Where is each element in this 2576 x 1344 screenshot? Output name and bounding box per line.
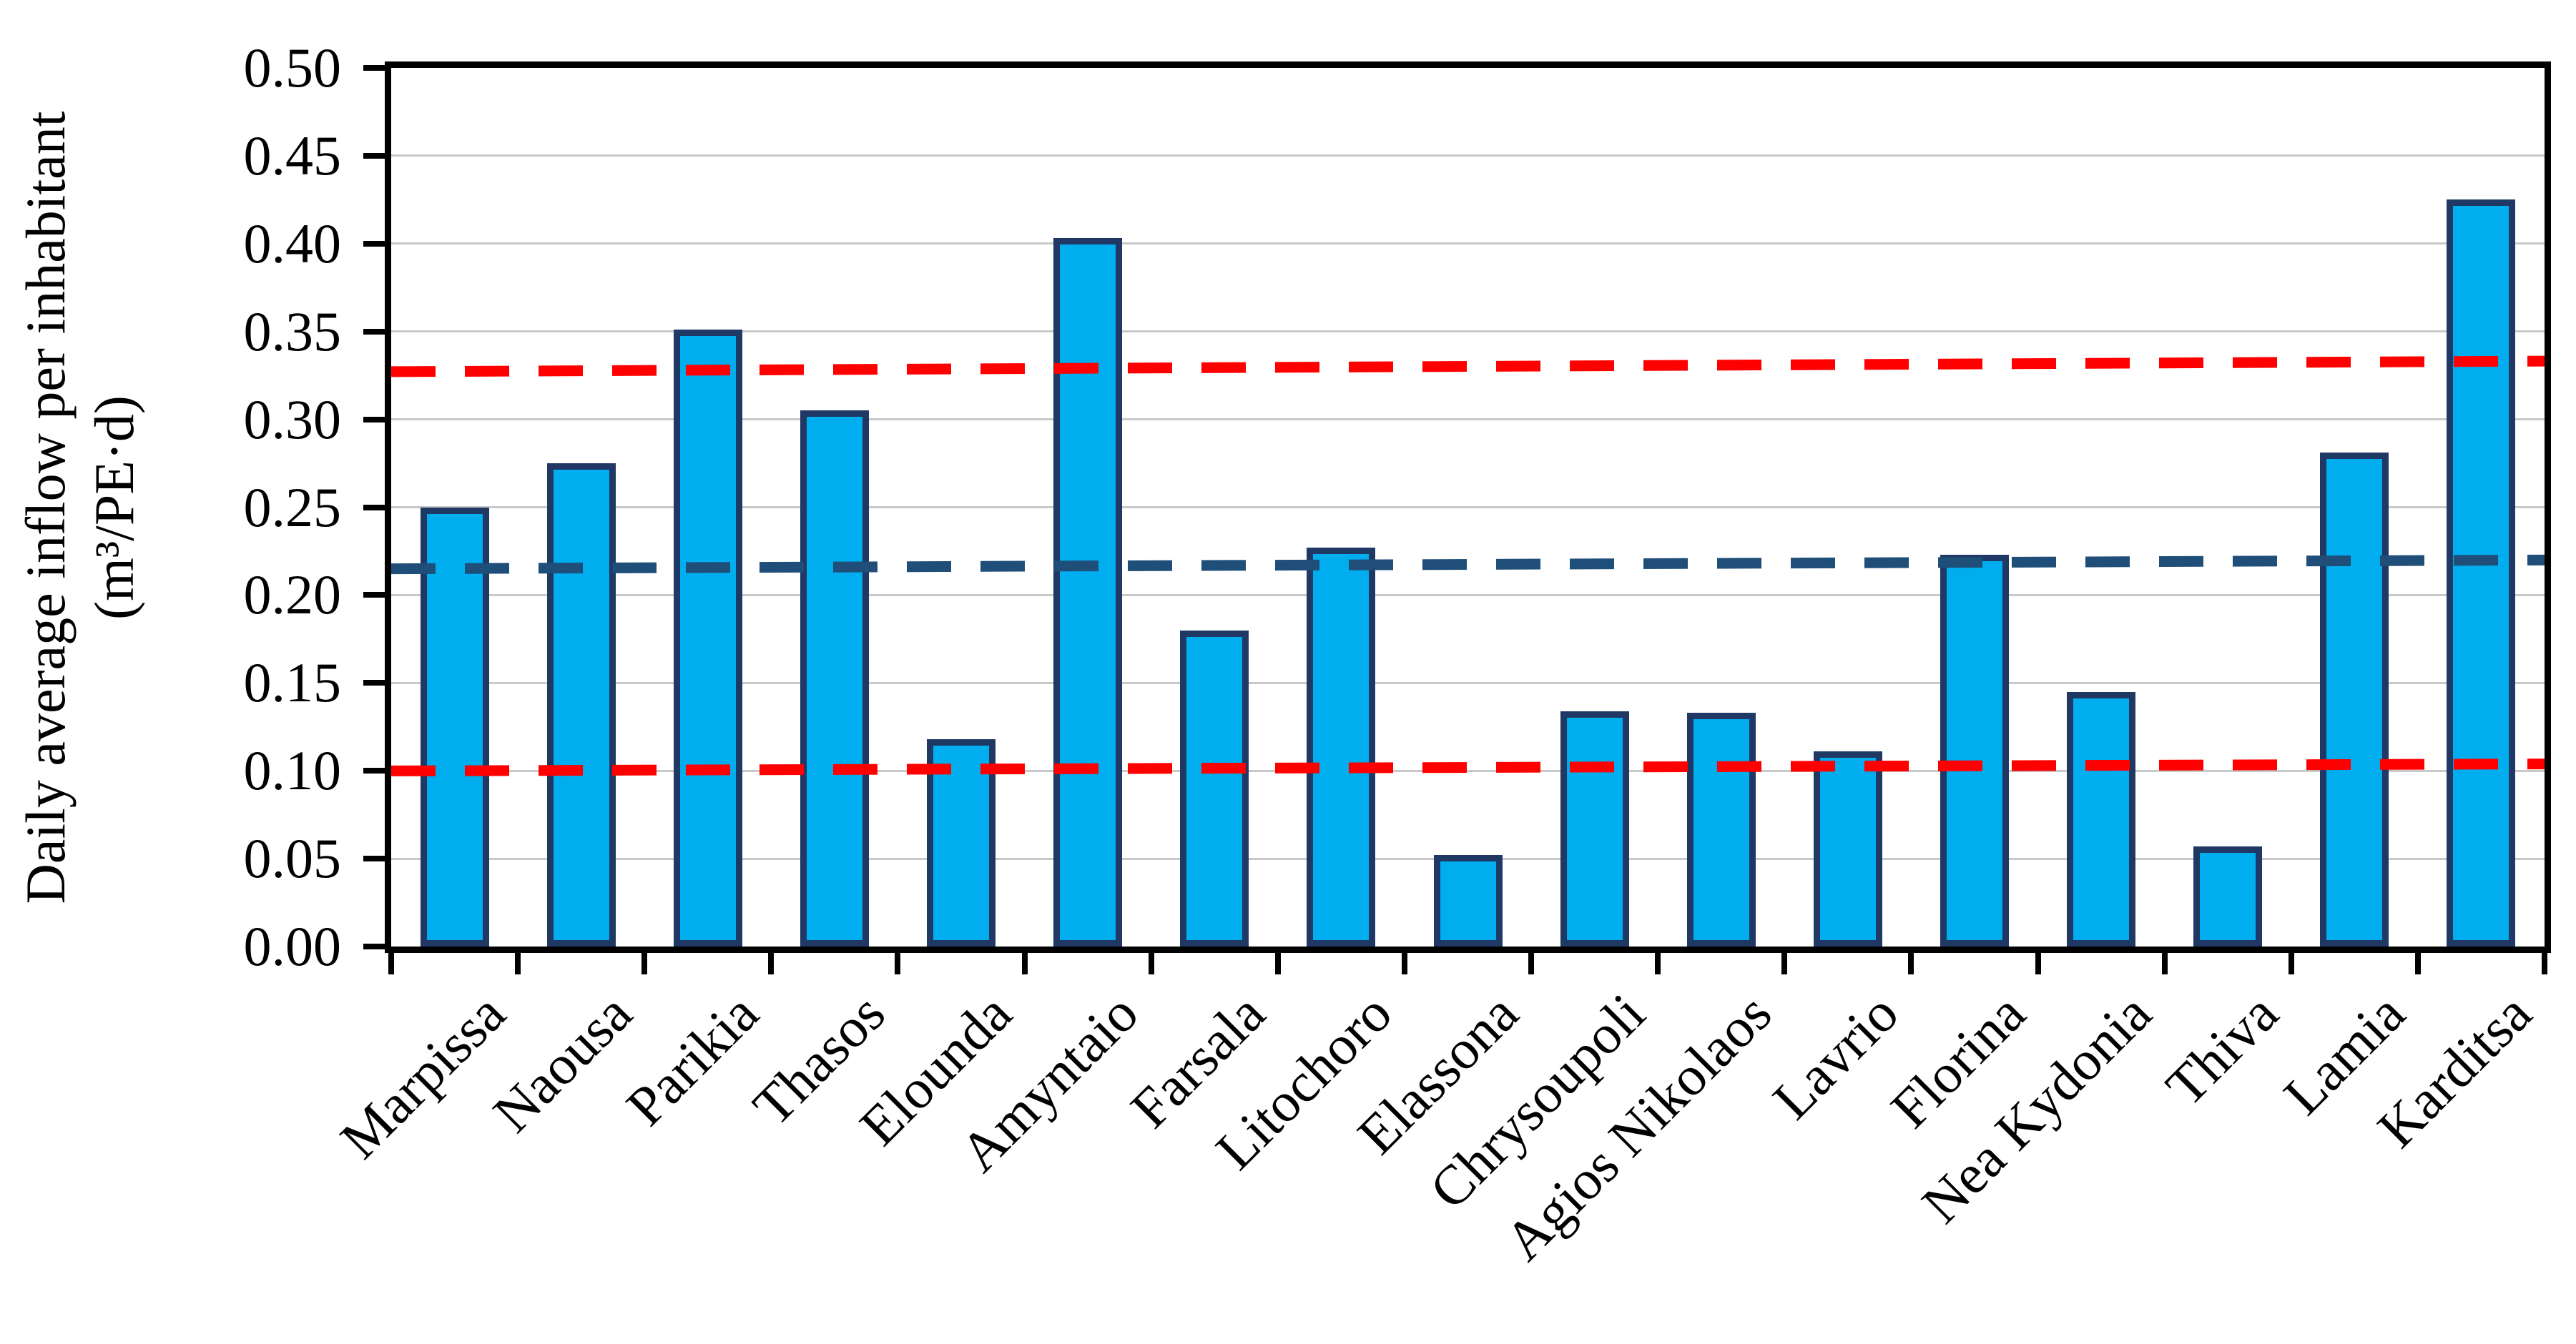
y-tick-label: 0.35 — [243, 300, 342, 362]
x-axis-tick — [2161, 953, 2168, 974]
y-axis-tick — [363, 944, 385, 949]
x-axis-tick — [768, 953, 775, 974]
y-axis-tick — [363, 592, 385, 598]
y-tick-label: 0.50 — [243, 36, 342, 99]
y-axis-tick — [363, 65, 385, 71]
gridline — [391, 506, 2545, 508]
x-axis-tick — [1274, 953, 1281, 974]
x-category-label-naousa: Naousa — [481, 982, 644, 1145]
bar-elassona — [1433, 855, 1503, 947]
x-category-label-thiva: Thiva — [2153, 982, 2290, 1118]
y-tick-label: 0.30 — [243, 387, 342, 450]
y-tick-label: 0.15 — [243, 651, 342, 714]
x-axis-tick — [1655, 953, 1661, 974]
y-axis-tick — [363, 152, 385, 159]
y-tick-label: 0.45 — [243, 124, 342, 187]
x-axis-tick — [2288, 953, 2294, 974]
y-tick-label: 0.05 — [243, 827, 342, 890]
x-axis-tick — [1528, 953, 1535, 974]
bar-litochoro — [1307, 548, 1376, 947]
y-tick-label: 0.25 — [243, 475, 342, 538]
y-axis-title-line1: Daily average inflow per inhabitant — [14, 111, 77, 904]
x-category-label-parikia: Parikia — [614, 982, 770, 1137]
y-axis-tick — [363, 856, 385, 862]
plot-area — [385, 61, 2551, 953]
x-category-label-lavrio: Lavrio — [1761, 982, 1910, 1131]
bar-thiva — [2193, 846, 2263, 947]
bar-amyntaio — [1053, 238, 1123, 947]
y-axis-tick — [363, 328, 385, 335]
bar-thasos — [800, 410, 869, 947]
x-axis-tick — [2035, 953, 2041, 974]
bar-elounda — [927, 738, 996, 947]
y-tick-label: 0.40 — [243, 212, 342, 275]
bar-lavrio — [1813, 751, 1882, 947]
y-axis-tick — [363, 240, 385, 247]
gridline — [391, 154, 2545, 157]
y-axis-tick — [363, 768, 385, 774]
y-axis-tick — [363, 416, 385, 423]
bar-parikia — [673, 330, 742, 947]
bar-chrysoupoli — [1560, 711, 1629, 947]
x-axis-tick — [895, 953, 901, 974]
gridline — [391, 418, 2545, 421]
y-tick-label: 0.00 — [243, 915, 342, 977]
gridline — [391, 242, 2545, 245]
x-axis-tick — [1401, 953, 1407, 974]
x-axis-tick — [1781, 953, 1788, 974]
y-tick-label: 0.20 — [243, 563, 342, 626]
x-axis-tick — [515, 953, 521, 974]
bar-lamia — [2320, 453, 2389, 947]
x-axis-tick — [641, 953, 648, 974]
x-axis-tick — [2414, 953, 2421, 974]
y-tick-label: 0.10 — [243, 739, 342, 802]
bar-karditsa — [2447, 199, 2516, 947]
x-axis-tick — [1148, 953, 1154, 974]
gridline — [391, 593, 2545, 596]
y-axis-tick — [363, 680, 385, 686]
x-axis-tick — [388, 953, 394, 974]
bar-florina — [1940, 554, 2009, 947]
gridline — [391, 681, 2545, 684]
y-axis-title: Daily average inflow per inhabitant (m³/… — [11, 0, 149, 1044]
x-category-label-marpissa: Marpissa — [328, 982, 517, 1170]
gridline — [391, 330, 2545, 333]
x-axis-tick — [1021, 953, 1028, 974]
bar-naousa — [546, 463, 616, 947]
x-axis-tick — [2542, 953, 2547, 974]
y-axis-tick — [363, 504, 385, 510]
bar-farsala — [1180, 630, 1249, 947]
y-axis-title-line2: (m³/PE·d) — [83, 395, 145, 620]
bar-agios-nikolaos — [1686, 713, 1756, 947]
bar-nea-kydonia — [2067, 691, 2136, 947]
x-axis-tick — [1908, 953, 1914, 974]
bar-marpissa — [420, 507, 489, 947]
